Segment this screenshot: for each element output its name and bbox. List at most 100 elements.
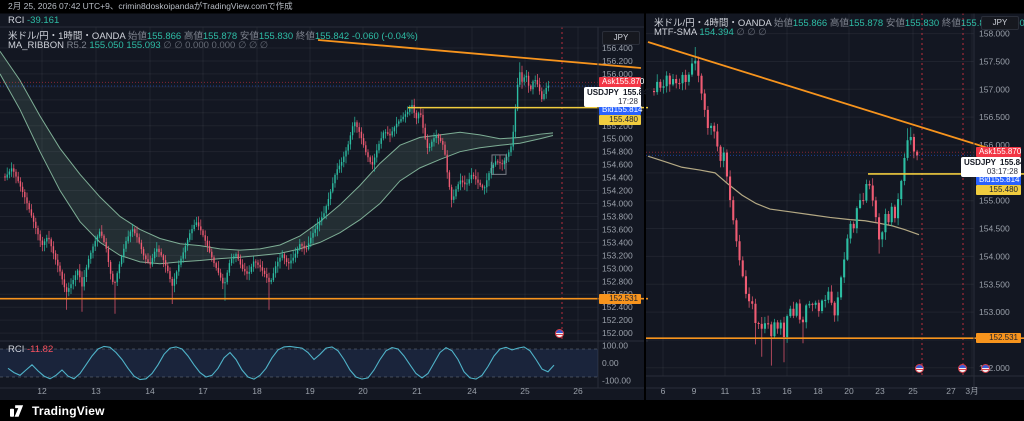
open-label: 始値 bbox=[127, 31, 147, 42]
indicator-value: 154.394 bbox=[699, 27, 734, 38]
svg-text:152.400: 152.400 bbox=[602, 302, 633, 312]
ask-text: Ask bbox=[602, 77, 616, 86]
high-label: 高値 bbox=[183, 31, 203, 42]
indicator-value: 155.050 bbox=[89, 40, 124, 51]
svg-text:155.000: 155.000 bbox=[602, 134, 633, 144]
highlight-box bbox=[491, 154, 507, 175]
left-price-pane bbox=[0, 27, 598, 341]
left-ask-label: Ask 155.870 bbox=[599, 77, 645, 87]
svg-text:25: 25 bbox=[520, 386, 530, 396]
svg-text:24: 24 bbox=[467, 386, 477, 396]
level-price: 152.531 bbox=[609, 294, 638, 303]
open-label: 始値 bbox=[773, 18, 793, 29]
svg-text:18: 18 bbox=[252, 386, 262, 396]
ask-price: 155.870 bbox=[615, 77, 645, 86]
bid-text: Bid bbox=[602, 105, 614, 114]
svg-text:153.500: 153.500 bbox=[979, 279, 1010, 289]
bid-price: 155.814 bbox=[990, 175, 1020, 184]
left-symbol-legend[interactable]: 米ドル/円・1時間・OANDA 始値155.866 高値155.878 安値15… bbox=[8, 28, 418, 42]
svg-text:152.000: 152.000 bbox=[979, 363, 1010, 373]
tradingview-logo-icon[interactable] bbox=[10, 404, 26, 418]
last-price: 155.842 bbox=[623, 88, 652, 97]
indicator-extra: ∅ ∅ 0.000 0.000 ∅ ∅ ∅ bbox=[163, 40, 269, 51]
svg-text:11: 11 bbox=[721, 386, 730, 396]
right-currency-button[interactable]: JPY bbox=[981, 16, 1019, 30]
close-value: 155.842 bbox=[960, 18, 996, 29]
svg-text:23: 23 bbox=[875, 386, 885, 396]
high-label: 高値 bbox=[829, 18, 849, 29]
svg-text:155.000: 155.000 bbox=[979, 196, 1010, 206]
low-value: 155.830 bbox=[904, 18, 940, 29]
change-value: -0.060 (-0.04%) bbox=[351, 31, 418, 42]
svg-text:13: 13 bbox=[91, 386, 101, 396]
svg-text:156.400: 156.400 bbox=[602, 43, 633, 53]
svg-text:152.200: 152.200 bbox=[602, 315, 633, 325]
right-event-flag-icon[interactable] bbox=[958, 364, 967, 373]
symbol-tag: USDJPY bbox=[587, 88, 620, 97]
high-value: 155.878 bbox=[848, 18, 884, 29]
left-ribbon-legend[interactable]: MA_RIBBON R5.2 155.050 155.093 ∅ ∅ 0.000… bbox=[8, 40, 268, 51]
svg-text:12: 12 bbox=[37, 386, 47, 396]
right-sma-legend[interactable]: MTF-SMA 154.394 ∅ ∅ ∅ bbox=[654, 27, 766, 38]
level-price: 155.480 bbox=[989, 185, 1018, 194]
indicator-extra: ∅ ∅ ∅ bbox=[736, 27, 767, 38]
svg-text:25: 25 bbox=[908, 386, 918, 396]
svg-text:153.000: 153.000 bbox=[602, 263, 633, 273]
right-current-price-label: USDJPY 155.842 03:17:28 bbox=[961, 157, 1024, 177]
open-value: 155.866 bbox=[792, 18, 828, 29]
left-rci-top-legend[interactable]: RCI -39.161 bbox=[8, 15, 59, 26]
svg-text:158.000: 158.000 bbox=[979, 29, 1010, 39]
svg-text:21: 21 bbox=[412, 386, 422, 396]
left-event-flag-icon[interactable] bbox=[555, 329, 564, 338]
indicator-name: RCI bbox=[8, 15, 25, 26]
open-value: 155.866 bbox=[146, 31, 182, 42]
svg-text:27: 27 bbox=[946, 386, 956, 396]
right-bid-label: Bid 155.814 bbox=[976, 175, 1021, 185]
close-label: 終値 bbox=[295, 31, 315, 42]
right-yellow-level-label: 155.480 bbox=[976, 185, 1021, 195]
left-yellow-level-label: 155.480 bbox=[599, 115, 641, 125]
attribution-text: 2月 25, 2026 07:42 UTC+9、crimin8doskoipan… bbox=[8, 1, 293, 11]
svg-text:13: 13 bbox=[751, 386, 761, 396]
bar-countdown: 17:28 bbox=[617, 97, 638, 106]
svg-text:19: 19 bbox=[305, 386, 315, 396]
close-value: 155.842 bbox=[314, 31, 350, 42]
brand-text[interactable]: TradingView bbox=[32, 403, 105, 418]
symbol-tag: USDJPY bbox=[964, 158, 997, 167]
indicator-name: MTF-SMA bbox=[654, 27, 697, 38]
svg-text:157.500: 157.500 bbox=[979, 56, 1010, 66]
ask-price: 155.870 bbox=[992, 147, 1022, 156]
bid-price: 155.814 bbox=[613, 105, 643, 114]
svg-text:152.800: 152.800 bbox=[602, 276, 633, 286]
svg-text:152.000: 152.000 bbox=[602, 328, 633, 338]
indicator-value: -11.82 bbox=[27, 344, 54, 355]
left-orange-level-label: 152.531 bbox=[599, 294, 641, 304]
svg-text:153.200: 153.200 bbox=[602, 250, 633, 260]
svg-text:100.00: 100.00 bbox=[602, 341, 628, 351]
descending-trendline bbox=[647, 41, 989, 149]
svg-text:14: 14 bbox=[145, 386, 155, 396]
svg-text:155.200: 155.200 bbox=[602, 121, 633, 131]
svg-text:154.500: 154.500 bbox=[979, 224, 1010, 234]
currency-label: JPY bbox=[613, 33, 629, 42]
svg-text:154.000: 154.000 bbox=[602, 199, 633, 209]
left-currency-button[interactable]: JPY bbox=[602, 31, 640, 45]
currency-label: JPY bbox=[992, 18, 1008, 27]
indicator-param: R5.2 bbox=[66, 40, 87, 51]
left-rci-pane-legend[interactable]: RCI -11.82 bbox=[8, 344, 53, 355]
level-price: 152.531 bbox=[989, 333, 1018, 342]
svg-text:9: 9 bbox=[692, 386, 697, 396]
level-price: 155.480 bbox=[609, 115, 638, 124]
low-label: 安値 bbox=[885, 18, 905, 29]
down-candles bbox=[653, 60, 919, 338]
descending-trendline bbox=[317, 39, 642, 69]
right-event-flag-icon[interactable] bbox=[915, 364, 924, 373]
svg-text:156.500: 156.500 bbox=[979, 112, 1010, 122]
svg-text:154.000: 154.000 bbox=[979, 251, 1010, 261]
svg-text:18: 18 bbox=[813, 386, 823, 396]
svg-text:16: 16 bbox=[782, 386, 792, 396]
symbol-title: 米ドル/円・1時間・OANDA bbox=[8, 31, 126, 42]
svg-text:157.000: 157.000 bbox=[979, 84, 1010, 94]
right-event-flag-icon[interactable] bbox=[981, 364, 990, 373]
